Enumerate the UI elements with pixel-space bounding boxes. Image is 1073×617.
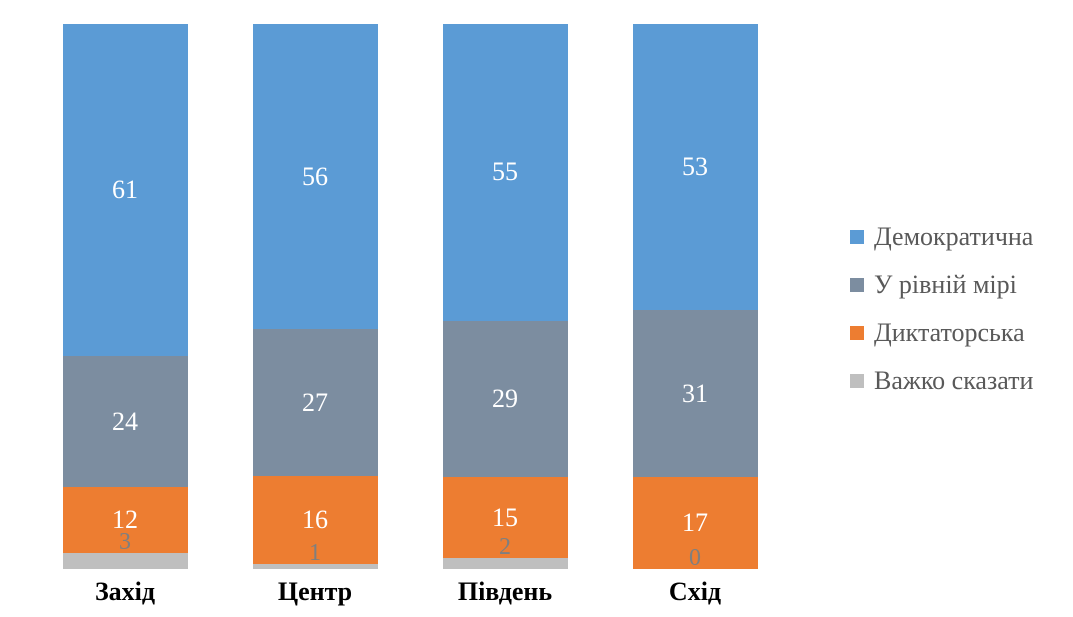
legend-item-dictatorship: Диктаторська [850,318,1063,348]
bar-segment-equal: 31 [633,310,758,477]
stacked-bar: 56 27 16 1 [253,24,378,569]
bar-value-label: 17 [682,508,708,538]
category-label: Південь [458,577,552,607]
bar-segment-equal: 24 [63,356,188,487]
category-label: Схід [669,577,721,607]
legend-label: У рівній мірі [874,270,1017,300]
legend-swatch [850,230,864,244]
bar-value-label: 2 [499,534,511,561]
legend-swatch [850,278,864,292]
bar-value-label: 55 [492,157,518,187]
category-label: Центр [278,577,352,607]
legend-item-hard_to_say: Важко сказати [850,366,1063,396]
legend-label: Диктаторська [874,318,1025,348]
bar-column: 5529152Південь [425,24,585,607]
bar-value-label: 16 [302,505,328,535]
legend-item-democratic: Демократична [850,222,1063,252]
bar-segment-hard_to_say: 1 [253,564,378,569]
bar-value-label: 61 [112,175,138,205]
bar-segment-equal: 29 [443,321,568,477]
bar-segment-democratic: 61 [63,24,188,356]
stacked-bar: 5529152 [443,24,568,569]
bar-value-label: 27 [302,388,328,418]
legend: Демократична У рівній мірі Диктаторська Важ… [790,10,1063,607]
bar-segment-democratic: 55 [443,24,568,321]
bar-segment-democratic: 56 [253,24,378,329]
bar-segment-democratic: 53 [633,24,758,310]
legend-swatch [850,374,864,388]
legend-label: Демократична [874,222,1033,252]
bar-value-label: 24 [112,407,138,437]
bar-column: 56 27 16 1 Центр [235,24,395,607]
chart-plot-area: 6124123Захід5627161Центр5529152Південь53… [30,10,790,607]
bar-value-label: 31 [682,379,708,409]
bar-value-label: 15 [492,503,518,533]
legend-label: Важко сказати [874,366,1033,396]
legend-item-equal: У рівній мірі [850,270,1063,300]
bar-value-label: 1 [309,540,321,567]
bar-segment-equal: 27 [253,329,378,476]
bar-value-label: 29 [492,384,518,414]
bar-value-label: 56 [302,162,328,192]
bar-segment-hard_to_say: 2 [443,558,568,569]
bars-row: 6124123Захід5627161Центр5529152Південь53… [30,10,790,607]
chart-container: 6124123Захід5627161Центр5529152Південь53… [0,0,1073,617]
bar-column: 53 31 17 0 Схід [615,24,775,607]
stacked-bar: 6124123 [63,24,188,569]
category-label: Захід [95,577,155,607]
stacked-bar: 53 31 17 0 [633,24,758,569]
bar-value-label: 3 [119,529,131,556]
bar-value-label: 53 [682,152,708,182]
legend-swatch [850,326,864,340]
bar-column: 6124123Захід [45,24,205,607]
bar-value-label: 0 [689,545,701,572]
bar-segment-hard_to_say: 3 [63,553,188,569]
